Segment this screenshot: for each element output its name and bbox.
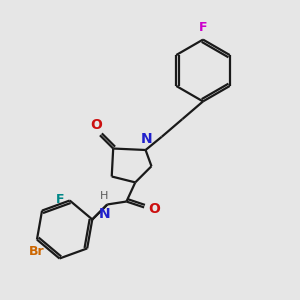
Text: N: N	[141, 133, 153, 146]
Text: O: O	[148, 202, 160, 216]
Text: F: F	[199, 21, 207, 34]
Text: N: N	[98, 207, 110, 221]
Text: H: H	[100, 191, 109, 201]
Text: Br: Br	[29, 245, 45, 258]
Text: F: F	[56, 193, 64, 206]
Text: O: O	[91, 118, 102, 132]
